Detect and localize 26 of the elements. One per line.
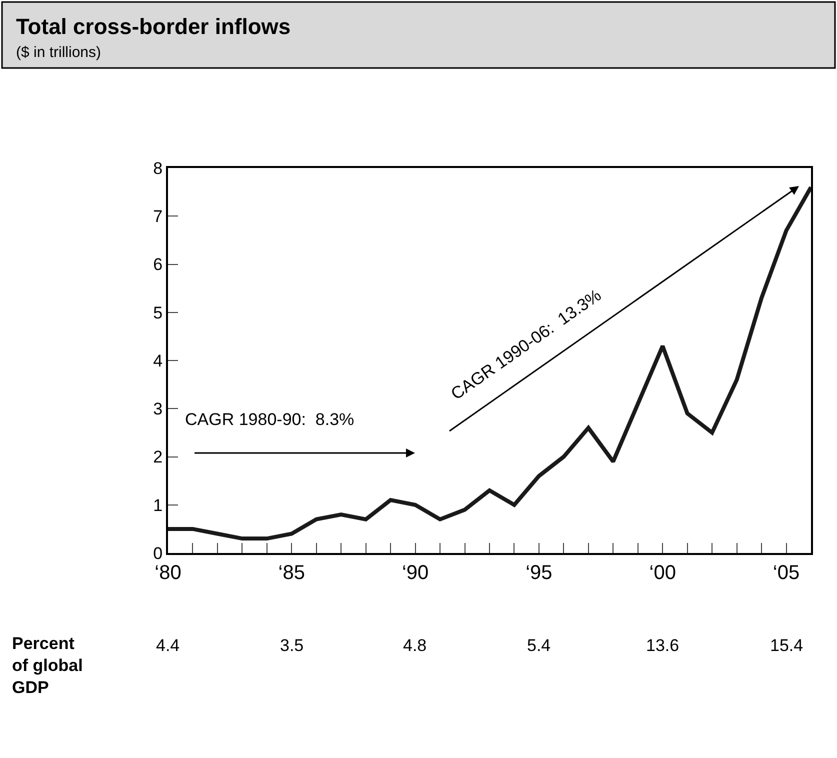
x-tick-label: ‘05 <box>772 562 800 584</box>
x-tick-label: ‘95 <box>526 562 552 584</box>
y-tick-label: 5 <box>153 303 163 322</box>
y-tick-label: 1 <box>153 496 163 515</box>
y-tick-label: 7 <box>153 207 163 226</box>
y-tick-label: 8 <box>153 158 163 178</box>
text: 4.4 <box>156 636 180 655</box>
y-tick-label: 6 <box>153 255 163 274</box>
annotation: CAGR 1980-90: 8.3% <box>185 410 354 429</box>
x-tick-label: ‘85 <box>278 562 305 584</box>
text: 3.5 <box>280 636 304 655</box>
chart-title: Total cross-border inflows <box>16 14 291 39</box>
text: 15.4 <box>770 636 804 655</box>
line-series <box>168 185 811 541</box>
text: 4.8 <box>403 636 427 655</box>
x-tick-label: ‘90 <box>402 562 429 584</box>
chart-subtitle: ($ in trillions) <box>16 44 102 61</box>
text: 13.6 <box>646 636 680 655</box>
x-tick-label: ‘00 <box>649 562 676 584</box>
y-tick-label: 4 <box>153 351 163 370</box>
y-tick-label: 0 <box>153 544 163 563</box>
y-tick-label: 3 <box>153 400 163 419</box>
y-tick-label: 2 <box>153 448 163 467</box>
x-tick-label: ‘80 <box>154 562 182 584</box>
text: 5.4 <box>527 636 551 655</box>
text: Percent of global GDP <box>12 634 83 698</box>
